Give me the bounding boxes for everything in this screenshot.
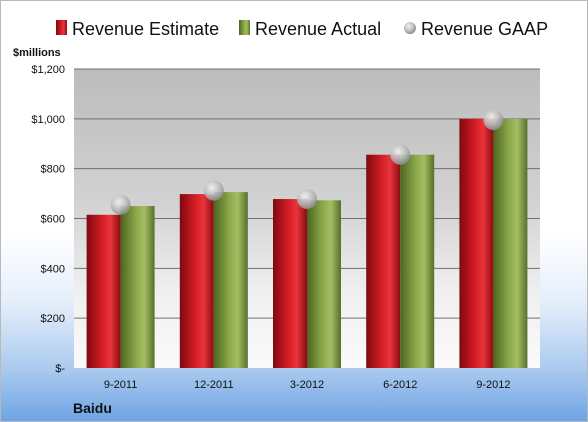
legend-label-actual: Revenue Actual [255, 19, 381, 39]
bar-revenue-estimate [366, 154, 401, 368]
gaap-markers [110, 110, 504, 215]
bar-revenue-actual [493, 118, 528, 368]
bar-revenue-estimate [273, 199, 307, 368]
bars [86, 118, 528, 368]
company-label: Baidu [73, 400, 112, 416]
x-tick-label: 9-2012 [476, 379, 510, 391]
bar-revenue-estimate [179, 194, 214, 368]
gaap-marker [297, 189, 317, 210]
y-axis-unit-label: $millions [13, 47, 61, 59]
x-axis-ticks: 9-2011 12-2011 3-2012 6-2012 9-2012 [104, 379, 511, 391]
y-tick-label: $- [55, 363, 65, 375]
y-axis-ticks: $- $200 $400 $600 $800 $1,000 $1,200 [31, 64, 65, 375]
y-tick-label: $600 [41, 214, 65, 226]
bar-revenue-actual [400, 154, 435, 368]
y-tick-label: $800 [41, 164, 65, 176]
bar-revenue-actual [213, 192, 248, 368]
y-tick-label: $1,200 [31, 64, 65, 76]
legend: Revenue Estimate Revenue Actual Revenue … [56, 19, 548, 39]
gaap-marker [390, 144, 411, 165]
legend-label-gaap: Revenue GAAP [421, 19, 548, 39]
gaap-marker [110, 194, 131, 215]
legend-swatch-estimate [56, 20, 67, 35]
bar-revenue-estimate [86, 214, 121, 368]
x-tick-label: 9-2011 [104, 379, 137, 391]
legend-marker-gaap [404, 22, 416, 34]
legend-label-estimate: Revenue Estimate [72, 19, 219, 39]
y-tick-label: $400 [41, 263, 65, 275]
bar-revenue-estimate [459, 118, 494, 368]
x-tick-label: 6-2012 [383, 379, 417, 391]
x-tick-label: 3-2012 [290, 379, 324, 391]
gaap-marker [483, 110, 504, 131]
gaap-marker [203, 180, 224, 201]
y-tick-label: $200 [41, 313, 65, 325]
bar-revenue-actual [120, 206, 155, 368]
y-tick-label: $1,000 [31, 114, 65, 126]
legend-swatch-actual [239, 20, 250, 35]
x-tick-label: 12-2011 [194, 379, 234, 391]
bar-revenue-actual [307, 200, 341, 368]
